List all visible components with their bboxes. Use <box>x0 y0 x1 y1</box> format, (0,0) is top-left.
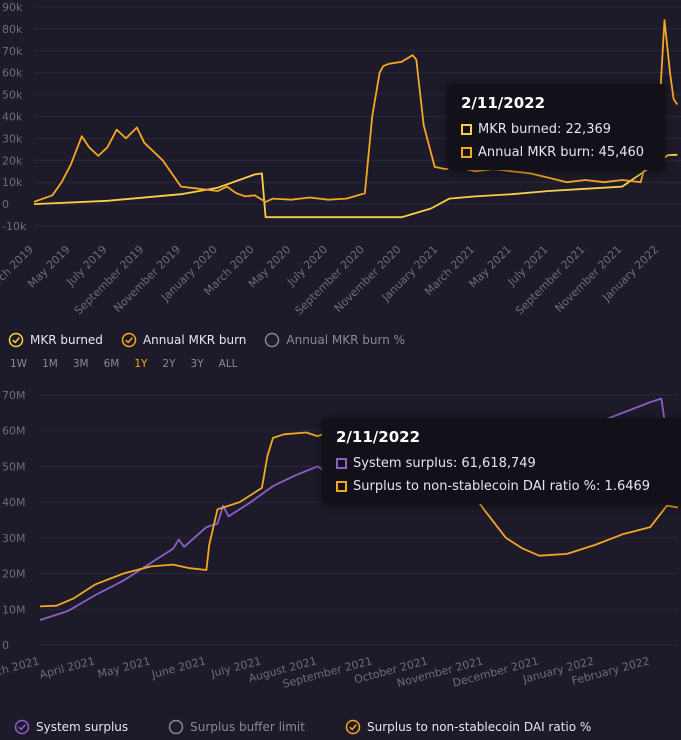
range-1m-button[interactable]: 1M <box>42 358 58 370</box>
y-tick-label: 0 <box>2 639 9 652</box>
range-1y-button[interactable]: 1Y <box>134 358 148 370</box>
y-tick-label: 60M <box>2 425 26 438</box>
empty-circle-icon <box>265 332 280 348</box>
series-line-0 <box>33 153 678 219</box>
chart2-tooltip-swatch-ratio <box>336 481 347 492</box>
x-tick-label: March 2021 <box>0 654 41 683</box>
y-tick-label: 70M <box>2 389 26 402</box>
x-tick-label: March 2019 <box>0 243 36 298</box>
chart2-tooltip-row-ratio: Surplus to non-stablecoin DAI ratio %: 1… <box>336 479 677 494</box>
range-2y-button[interactable]: 2Y <box>162 358 176 370</box>
empty-circle-icon <box>168 719 184 735</box>
chart2-tooltip-swatch-surplus <box>336 458 347 469</box>
chart2-y-axis: 0 10M 20M 30M 40M 50M 60M 70M <box>2 389 26 652</box>
x-tick-label: September 2019 <box>72 243 146 317</box>
chart2-series <box>39 397 679 621</box>
x-tick-label: November 2019 <box>111 243 183 315</box>
chart1-tooltip-date: 2/11/2022 <box>461 94 546 112</box>
y-tick-label: -10k <box>2 220 27 233</box>
chart2-tooltip-ratio-label: Surplus to non-stablecoin DAI ratio %: 1… <box>353 479 651 494</box>
chart1-tooltip-row-burned: MKR burned: 22,369 <box>461 122 651 137</box>
chart1-series <box>33 19 679 219</box>
range-all-button[interactable]: ALL <box>218 358 238 370</box>
x-tick-label: November 2020 <box>332 243 404 315</box>
legend-label-surplus-ratio: Surplus to non-stablecoin DAI ratio % <box>366 720 592 734</box>
chart1-grid <box>34 6 681 227</box>
series-line-1 <box>39 431 679 608</box>
x-tick-label: September 2020 <box>293 243 367 317</box>
range-3y-button[interactable]: 3Y <box>190 358 204 370</box>
chart2-tooltip: 2/11/2022 System surplus: 61,618,749 Sur… <box>322 418 681 504</box>
y-tick-label: 50M <box>2 460 26 473</box>
chart2-tooltip-surplus-label: System surplus: 61,618,749 <box>353 456 536 471</box>
y-tick-label: 90k <box>2 1 23 14</box>
check-circle-icon <box>8 332 24 348</box>
y-tick-label: 20k <box>2 154 23 167</box>
legend-item-mkr-burned[interactable]: MKR burned <box>8 332 103 348</box>
legend-label-annual-mkr-burn: Annual MKR burn <box>142 333 247 347</box>
range-3m-button[interactable]: 3M <box>72 358 89 370</box>
chart1-tooltip-annual-label: Annual MKR burn: 45,460 <box>478 145 645 160</box>
series-line-0 <box>39 397 679 621</box>
x-tick-label: April 2021 <box>38 654 96 681</box>
y-tick-label: 70k <box>2 45 23 58</box>
chart1-tooltip-swatch-burned <box>461 124 472 135</box>
y-tick-label: 40k <box>2 111 23 124</box>
y-tick-label: 50k <box>2 89 23 102</box>
chart2-legend: System surplus Surplus buffer limit Surp… <box>14 719 609 735</box>
check-circle-icon <box>345 719 361 735</box>
legend-label-mkr-burned: MKR burned <box>30 333 103 347</box>
y-tick-label: 80k <box>2 23 23 36</box>
x-tick-label: May 2021 <box>96 654 152 681</box>
time-range-selector: 1W 1M 3M 6M 1Y 2Y 3Y ALL <box>10 358 253 370</box>
x-tick-label: September 2021 <box>513 243 587 317</box>
chart1-legend: MKR burned Annual MKR burn Annual MKR bu… <box>8 332 423 348</box>
chart1-tooltip-swatch-annual <box>461 147 472 158</box>
chart2-tooltip-date: 2/11/2022 <box>336 428 421 446</box>
chart2-tooltip-row-surplus: System surplus: 61,618,749 <box>336 456 677 471</box>
legend-item-surplus-ratio[interactable]: Surplus to non-stablecoin DAI ratio % <box>345 719 591 735</box>
y-tick-label: 10k <box>2 176 23 189</box>
y-tick-label: 40M <box>2 496 26 509</box>
y-tick-label: 0 <box>2 198 9 211</box>
y-tick-label: 30k <box>2 132 23 145</box>
legend-item-annual-mkr-burn-pct[interactable]: Annual MKR burn % <box>264 332 405 348</box>
check-circle-icon <box>14 719 30 735</box>
legend-label-system-surplus: System surplus <box>36 720 129 734</box>
y-tick-label: 10M <box>2 603 26 616</box>
range-6m-button[interactable]: 6M <box>103 358 120 370</box>
legend-item-annual-mkr-burn[interactable]: Annual MKR burn <box>121 332 246 348</box>
chart1-y-axis: -10k 0 10k 20k 30k 40k 50k 60k 70k 80k 90k <box>2 1 27 233</box>
y-tick-label: 30M <box>2 532 26 545</box>
x-tick-label: June 2021 <box>149 654 207 681</box>
range-1w-button[interactable]: 1W <box>10 358 28 370</box>
x-tick-label: November 2021 <box>552 243 624 315</box>
legend-label-annual-mkr-burn-pct: Annual MKR burn % <box>286 333 406 347</box>
legend-label-surplus-buffer-limit: Surplus buffer limit <box>190 720 305 734</box>
check-circle-icon <box>121 332 137 348</box>
series-line-1 <box>33 19 679 203</box>
legend-item-system-surplus[interactable]: System surplus <box>14 719 128 735</box>
y-tick-label: 20M <box>2 568 26 581</box>
chart1-tooltip-row-annual: Annual MKR burn: 45,460 <box>461 145 651 160</box>
chart1-tooltip: 2/11/2022 MKR burned: 22,369 Annual MKR … <box>447 84 665 170</box>
mkr-burn-chart: -10k 0 10k 20k 30k 40k 50k 60k 70k 80k 90k March 2… <box>0 1 681 317</box>
chart1-tooltip-burned-label: MKR burned: 22,369 <box>478 122 612 137</box>
legend-item-surplus-buffer-limit[interactable]: Surplus buffer limit <box>168 719 305 735</box>
y-tick-label: 60k <box>2 67 23 80</box>
